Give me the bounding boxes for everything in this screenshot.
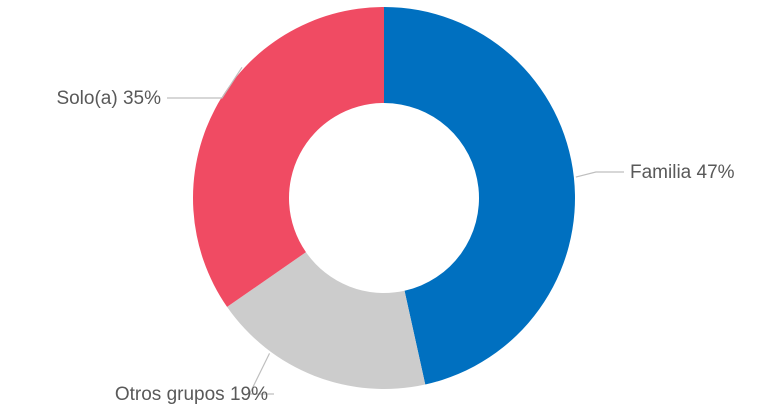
label-solo-a: Solo(a) 35% [56,88,161,109]
label-otros-grupos: Otros grupos 19% [115,384,268,405]
slices-group [193,7,576,390]
labels-group: Familia 47% Otros grupos 19% Solo(a) 35% [56,88,734,405]
leader-line-solo-a [167,66,243,99]
label-familia: Familia 47% [630,162,735,183]
slice-familia [384,7,576,385]
leader-line-familia [575,171,624,178]
leader-line-otros-grupos [248,353,274,395]
slice-solo-a [193,7,384,307]
leader-lines-group [167,66,624,395]
slice-otros-grupos [227,252,426,390]
